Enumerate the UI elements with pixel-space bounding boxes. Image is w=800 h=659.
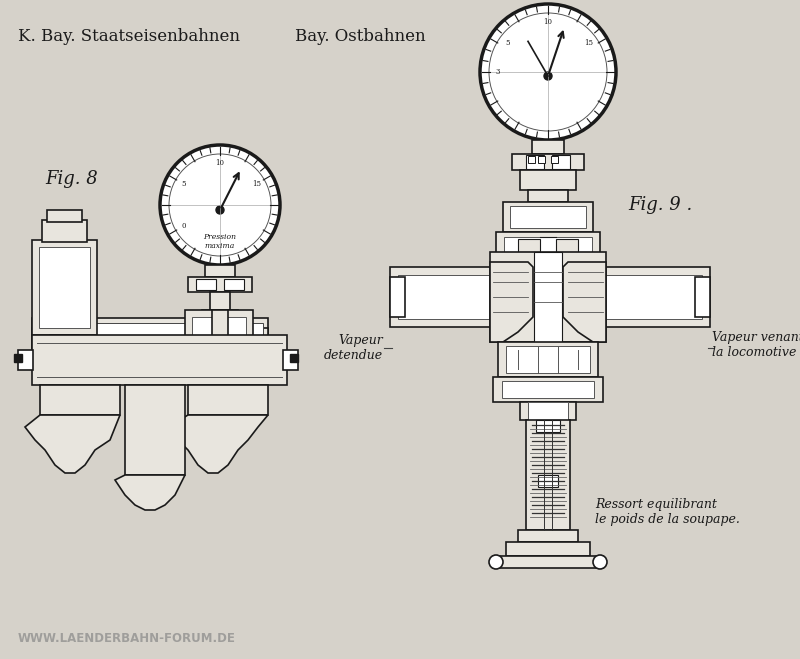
Bar — [503, 202, 593, 232]
Bar — [496, 232, 600, 267]
Text: 5: 5 — [182, 180, 186, 188]
Text: Bay. Ostbahnen: Bay. Ostbahnen — [295, 28, 426, 45]
Bar — [212, 310, 228, 346]
Circle shape — [480, 4, 616, 140]
Bar — [526, 420, 570, 530]
Text: WWW.LAENDERBAHN-FORUM.DE: WWW.LAENDERBAHN-FORUM.DE — [18, 632, 236, 645]
Bar — [18, 350, 33, 370]
Text: Fig. 8: Fig. 8 — [45, 170, 98, 188]
Bar — [518, 530, 578, 542]
Bar — [224, 279, 244, 290]
Bar — [14, 354, 22, 362]
Bar — [493, 556, 603, 568]
Polygon shape — [25, 415, 120, 473]
Bar — [40, 385, 120, 415]
Bar — [39, 247, 90, 328]
Bar — [125, 385, 185, 475]
Bar — [490, 252, 606, 342]
Bar — [528, 402, 568, 420]
Bar — [506, 542, 590, 556]
Text: 3: 3 — [496, 68, 500, 76]
Text: Vapeur venant de
la locomotive: Vapeur venant de la locomotive — [712, 331, 800, 359]
Text: Ressort equilibrant
le poids de la soupape.: Ressort equilibrant le poids de la soupa… — [595, 498, 740, 526]
Text: Fig. 9 .: Fig. 9 . — [628, 196, 692, 214]
Bar — [538, 156, 545, 163]
Text: 0: 0 — [182, 222, 186, 230]
Bar — [510, 206, 586, 228]
Bar — [192, 317, 246, 373]
Bar — [47, 210, 82, 222]
Bar — [534, 252, 562, 342]
Bar — [506, 346, 590, 373]
Bar — [210, 292, 230, 310]
Bar — [390, 277, 405, 317]
Bar — [188, 385, 268, 415]
Bar — [518, 239, 540, 260]
Bar — [42, 353, 87, 363]
Text: 15: 15 — [252, 180, 261, 188]
Text: K. Bay. Staatseisenbahnen: K. Bay. Staatseisenbahnen — [18, 28, 240, 45]
Bar — [538, 475, 558, 487]
Bar — [37, 323, 263, 343]
Bar — [536, 420, 560, 432]
Bar — [32, 328, 268, 348]
Circle shape — [489, 555, 503, 569]
Circle shape — [160, 145, 280, 265]
Bar — [552, 155, 570, 169]
Bar — [512, 154, 584, 170]
Polygon shape — [115, 475, 185, 510]
Bar — [528, 156, 535, 163]
Bar — [283, 350, 298, 370]
Text: 15: 15 — [584, 39, 593, 47]
Bar — [50, 335, 79, 353]
Circle shape — [593, 555, 607, 569]
Bar — [202, 310, 238, 324]
Bar — [498, 342, 598, 377]
Text: Pression
maxima: Pression maxima — [203, 233, 237, 250]
Text: 5: 5 — [506, 39, 510, 47]
Bar — [502, 381, 594, 398]
Bar — [212, 324, 228, 346]
Bar — [520, 402, 576, 420]
Bar — [32, 335, 287, 385]
Bar — [551, 156, 558, 163]
Bar — [504, 237, 592, 262]
Polygon shape — [168, 415, 268, 473]
Bar — [493, 377, 603, 402]
Polygon shape — [563, 262, 606, 342]
Circle shape — [544, 72, 552, 80]
Bar — [520, 170, 576, 190]
Bar — [390, 267, 710, 327]
Bar — [188, 277, 252, 292]
Text: Vapeur
detendue: Vapeur detendue — [324, 334, 383, 362]
Bar — [695, 277, 710, 317]
Bar — [398, 275, 702, 319]
Text: 10: 10 — [543, 18, 553, 26]
Bar — [42, 220, 87, 242]
Bar — [32, 318, 268, 348]
Bar — [556, 239, 578, 260]
Bar — [526, 155, 544, 169]
Polygon shape — [490, 262, 533, 342]
Bar — [205, 265, 235, 277]
Circle shape — [216, 206, 224, 214]
Text: 10: 10 — [215, 159, 225, 167]
Bar — [32, 240, 97, 335]
Bar — [185, 310, 253, 380]
Bar — [528, 190, 568, 202]
Bar — [290, 354, 298, 362]
Bar — [196, 279, 216, 290]
Bar — [532, 140, 564, 154]
